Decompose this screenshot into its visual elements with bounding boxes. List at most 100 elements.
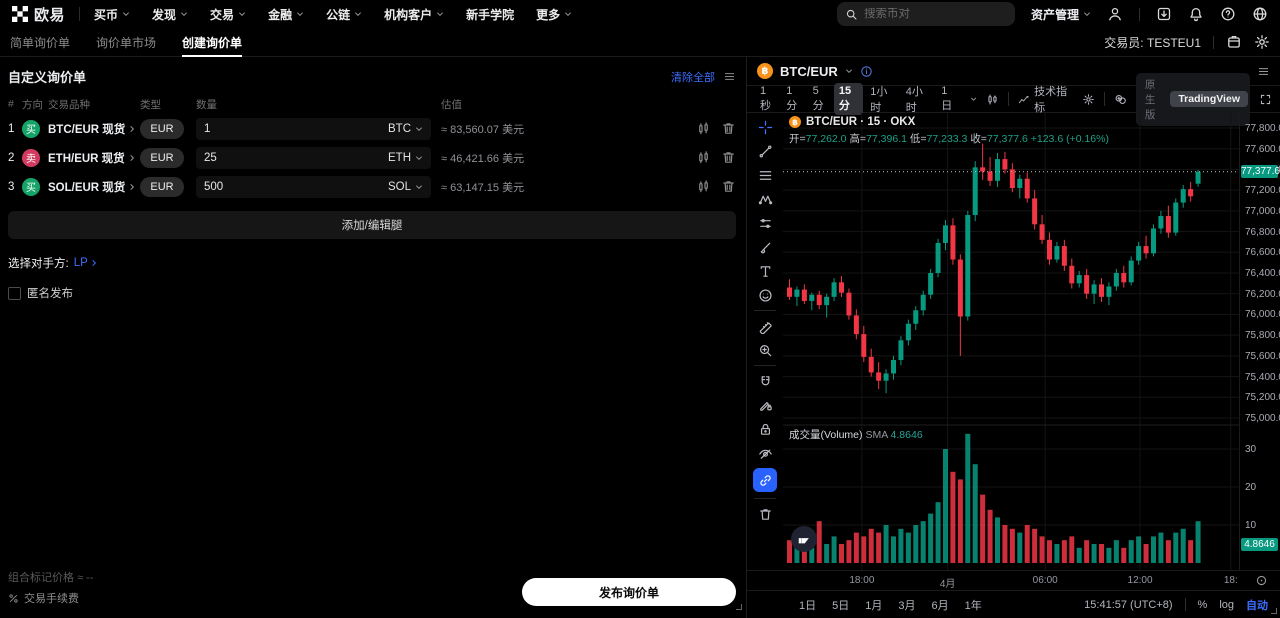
- timeframe-button[interactable]: 1分: [786, 85, 798, 112]
- symbol-selector[interactable]: BTC/EUR: [780, 63, 838, 79]
- unit-selector[interactable]: ETH: [388, 152, 423, 164]
- chart-icon[interactable]: [696, 150, 711, 165]
- text-tool-icon[interactable]: [754, 262, 776, 280]
- auto-scale-button[interactable]: 自动: [1246, 599, 1268, 612]
- menu-item[interactable]: 机构客户: [384, 6, 444, 23]
- menu-item[interactable]: 买币: [94, 6, 130, 23]
- hide-drawings-icon[interactable]: [754, 444, 776, 462]
- counterparty-selector[interactable]: LP: [74, 257, 98, 269]
- menu-item[interactable]: 更多: [536, 6, 572, 23]
- info-icon[interactable]: [860, 65, 873, 78]
- menu-item[interactable]: 金融: [268, 6, 304, 23]
- time-tick: 06:00: [1032, 575, 1058, 586]
- chart-style-icon[interactable]: [986, 93, 999, 106]
- tradingview-button[interactable]: TradingView: [1170, 91, 1248, 107]
- chart-icon[interactable]: [696, 121, 711, 136]
- position-tool-icon[interactable]: [754, 214, 776, 232]
- search-box[interactable]: [836, 2, 1015, 26]
- range-button[interactable]: 5日: [832, 599, 850, 612]
- pair-selector[interactable]: BTC/EUR 现货: [48, 121, 140, 137]
- publish-rfq-button[interactable]: 发布询价单: [522, 578, 736, 606]
- notifications-icon[interactable]: [1188, 6, 1204, 22]
- menu-item[interactable]: 发现: [152, 6, 188, 23]
- native-version-button[interactable]: 原生版: [1144, 78, 1156, 121]
- menu-item[interactable]: 交易: [210, 6, 246, 23]
- range-button[interactable]: 3月: [898, 599, 916, 612]
- chevron-right-icon: [92, 259, 96, 267]
- chart-icon[interactable]: [696, 179, 711, 194]
- magnet-icon[interactable]: [754, 372, 776, 390]
- indicators-button[interactable]: 技术指标: [1018, 83, 1073, 115]
- unit-selector[interactable]: BTC: [388, 123, 423, 135]
- resize-handle[interactable]: [736, 604, 742, 610]
- settings-gear-icon[interactable]: [1254, 34, 1270, 50]
- deposit-icon[interactable]: [1156, 6, 1172, 22]
- zoom-in-icon[interactable]: [754, 341, 776, 359]
- panel-menu-icon[interactable]: [723, 70, 736, 83]
- type-pill[interactable]: EUR: [140, 176, 184, 197]
- price-axis[interactable]: 77,800.077,600.077,400.077,200.077,000.0…: [1239, 113, 1280, 570]
- timeframe-button[interactable]: 4小时: [905, 86, 923, 114]
- type-pill[interactable]: EUR: [140, 118, 184, 139]
- anonymous-checkbox[interactable]: [8, 286, 21, 300]
- rfq-tab[interactable]: 简单询价单: [10, 35, 71, 50]
- rfq-tab[interactable]: 询价单市场: [96, 35, 157, 50]
- range-button[interactable]: 6月: [931, 599, 949, 612]
- unit-selector[interactable]: SOL: [388, 181, 423, 193]
- language-globe-icon[interactable]: [1252, 6, 1268, 22]
- rfq-tab[interactable]: 创建询价单: [182, 28, 243, 57]
- lock-icon[interactable]: [754, 420, 776, 438]
- crosshair-icon[interactable]: [754, 118, 776, 136]
- resize-handle[interactable]: [1271, 608, 1277, 614]
- fullscreen-icon[interactable]: [1259, 93, 1272, 106]
- search-input[interactable]: [863, 8, 984, 20]
- help-icon[interactable]: [1220, 6, 1236, 22]
- range-button[interactable]: 1月: [865, 599, 883, 612]
- clear-all-button[interactable]: 清除全部: [671, 71, 715, 84]
- scroll-to-realtime-icon[interactable]: [1255, 574, 1268, 587]
- indicator-settings-icon[interactable]: [1082, 93, 1095, 106]
- amount-input[interactable]: [204, 122, 388, 135]
- timeframe-button[interactable]: 1秒: [760, 85, 771, 112]
- okx-logo[interactable]: 欧易: [12, 4, 65, 25]
- range-button[interactable]: 1日: [799, 599, 817, 612]
- timeframe-button[interactable]: 5分: [812, 85, 824, 112]
- assets-menu[interactable]: 资产管理: [1031, 6, 1091, 23]
- pair-selector[interactable]: SOL/EUR 现货: [48, 179, 140, 195]
- menu-item[interactable]: 公链: [326, 6, 362, 23]
- chart-canvas[interactable]: ฿ BTC/EUR · 15 · OKX 开=77,262.0 高=77,396…: [783, 113, 1239, 570]
- chart-menu-icon[interactable]: [1257, 65, 1270, 78]
- brush-icon[interactable]: [754, 238, 776, 256]
- draw-mode-icon[interactable]: [754, 396, 776, 414]
- fib-retracement-icon[interactable]: [754, 166, 776, 184]
- amount-input[interactable]: [204, 151, 388, 164]
- clock: 15:41:57 (UTC+8): [1084, 598, 1173, 611]
- timeframe-button[interactable]: 1日: [941, 85, 953, 112]
- ruler-icon[interactable]: [754, 317, 776, 335]
- tradingview-watermark[interactable]: [791, 526, 817, 552]
- profile-icon[interactable]: [1107, 6, 1123, 22]
- amount-input[interactable]: [204, 180, 388, 193]
- delete-leg-icon[interactable]: [721, 150, 736, 165]
- menu-item[interactable]: 新手学院: [466, 7, 515, 22]
- timeframe-button[interactable]: 15分: [833, 83, 864, 115]
- type-pill[interactable]: EUR: [140, 147, 184, 168]
- delete-leg-icon[interactable]: [721, 179, 736, 194]
- timeframe-more-icon[interactable]: [970, 95, 977, 103]
- delete-leg-icon[interactable]: [721, 121, 736, 136]
- add-edit-legs-button[interactable]: 添加/编辑腿: [8, 211, 736, 239]
- pattern-xabcd-icon[interactable]: [754, 190, 776, 208]
- timeframe-button[interactable]: 1小时: [870, 86, 888, 114]
- remove-drawings-icon[interactable]: [754, 505, 776, 523]
- compare-icon[interactable]: [1114, 93, 1127, 106]
- pair-selector[interactable]: ETH/EUR 现货: [48, 150, 140, 166]
- order-history-icon[interactable]: [1226, 34, 1242, 50]
- percent-scale-button[interactable]: %: [1197, 598, 1208, 611]
- time-axis[interactable]: 18:00 4月 06:00 12:00 18:: [747, 570, 1280, 590]
- range-button[interactable]: 1年: [964, 599, 982, 612]
- trend-line-icon[interactable]: [754, 142, 776, 160]
- chevron-down-icon[interactable]: [845, 67, 853, 75]
- log-scale-button[interactable]: log: [1219, 598, 1234, 611]
- emoji-icon[interactable]: [754, 286, 776, 304]
- link-tool-icon[interactable]: [753, 468, 777, 492]
